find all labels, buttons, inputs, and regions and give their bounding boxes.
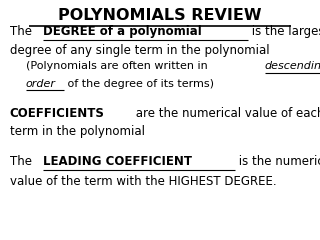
Text: order: order: [26, 79, 56, 89]
Text: degree of any single term in the polynomial: degree of any single term in the polynom…: [10, 44, 269, 57]
Text: COEFFICIENTS: COEFFICIENTS: [10, 107, 104, 120]
Text: term in the polynomial: term in the polynomial: [10, 125, 145, 138]
Text: (Polynomials are often written in: (Polynomials are often written in: [26, 61, 211, 71]
Text: The: The: [10, 155, 35, 168]
Text: DEGREE of a polynomial: DEGREE of a polynomial: [43, 25, 202, 38]
Text: value of the term with the HIGHEST DEGREE.: value of the term with the HIGHEST DEGRE…: [10, 175, 276, 188]
Text: is the numerical: is the numerical: [235, 155, 320, 168]
Text: descending: descending: [265, 61, 320, 71]
Text: are the numerical value of each: are the numerical value of each: [132, 107, 320, 120]
Text: of the degree of its terms): of the degree of its terms): [64, 79, 214, 89]
Text: LEADING COEFFICIENT: LEADING COEFFICIENT: [43, 155, 192, 168]
Text: is the largest: is the largest: [248, 25, 320, 38]
Text: POLYNOMIALS REVIEW: POLYNOMIALS REVIEW: [58, 8, 262, 24]
Text: The: The: [10, 25, 35, 38]
